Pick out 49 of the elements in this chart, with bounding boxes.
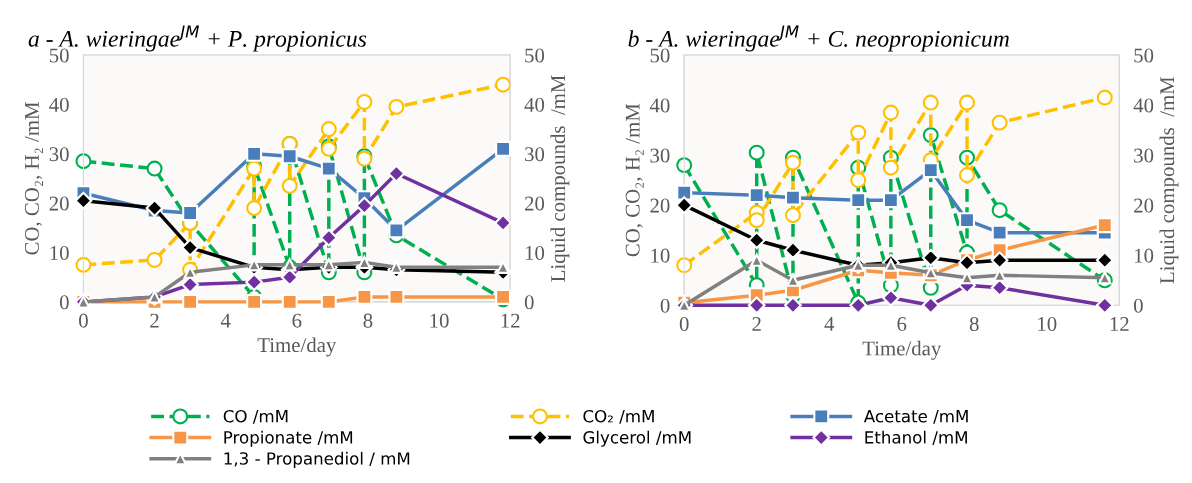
x-tick-label: 10 bbox=[1038, 316, 1057, 332]
x-tick-label: 6 bbox=[292, 313, 302, 328]
y-tick-label: 40 bbox=[49, 97, 69, 112]
x-tick-label: 8 bbox=[363, 313, 373, 328]
legend-label: Acetate /mM bbox=[863, 410, 968, 424]
legend-label: Propionate /mM bbox=[224, 430, 353, 447]
y-tick-label: 0 bbox=[660, 298, 670, 313]
x-tick-label: 4 bbox=[220, 313, 231, 328]
y2-tick-label: 40 bbox=[524, 97, 545, 112]
y-tick-label: 20 bbox=[650, 198, 670, 213]
legend-label: Glycerol /mM bbox=[583, 430, 691, 447]
y-tick-label: 0 bbox=[59, 295, 69, 310]
y2-tick-label: 20 bbox=[524, 196, 545, 211]
y2-tick-label: 10 bbox=[525, 245, 545, 260]
y-axis-title: CO, CO₂, H₂ /mM bbox=[625, 103, 644, 257]
legend-label: 1,3 - Propanediol / mM bbox=[224, 451, 410, 468]
x-tick-label: 8 bbox=[969, 316, 979, 332]
x-tick-label: 6 bbox=[897, 317, 907, 332]
y2-tick-label: 30 bbox=[1134, 148, 1154, 163]
y-axis-title: CO, CO₂, H₂ /mM bbox=[24, 102, 43, 255]
x-tick-label: 0 bbox=[679, 316, 689, 332]
y2-tick-label: 20 bbox=[1134, 198, 1154, 213]
y2-tick-label: 40 bbox=[1133, 98, 1154, 113]
y-tick-label: 10 bbox=[651, 248, 670, 263]
x-axis-title: Time/day bbox=[257, 337, 337, 357]
y2-tick-label: 0 bbox=[1133, 298, 1143, 313]
x-tick-label: 12 bbox=[1110, 317, 1129, 331]
x-tick-label: 2 bbox=[150, 313, 159, 328]
legend-label: CO₂ /mM bbox=[583, 409, 654, 424]
y-tick-label: 40 bbox=[649, 98, 670, 113]
legend-label: Ethanol /mM bbox=[865, 430, 967, 445]
x-tick-label: 4 bbox=[824, 317, 835, 331]
y-tick-label: 20 bbox=[49, 196, 69, 211]
x-tick-label: 2 bbox=[752, 317, 761, 331]
y-tick-label: 30 bbox=[650, 148, 670, 163]
x-axis-title: Time/day bbox=[862, 340, 942, 360]
y2-tick-label: 50 bbox=[1134, 48, 1154, 63]
x-tick-label: 10 bbox=[430, 313, 449, 328]
y2-tick-label: 10 bbox=[1135, 248, 1154, 263]
legend-label: CO /mM bbox=[223, 409, 288, 424]
y2-tick-label: 0 bbox=[524, 295, 534, 310]
y-tick-label: 30 bbox=[49, 147, 69, 162]
y-tick-label: 10 bbox=[50, 245, 69, 260]
y2-tick-label: 50 bbox=[525, 48, 545, 63]
x-tick-label: 12 bbox=[501, 313, 520, 328]
y2-axis-title: Liquid compounds /mM bbox=[550, 75, 570, 282]
y2-tick-label: 30 bbox=[525, 147, 545, 162]
y2-axis-title: Liquid compounds /mM bbox=[1159, 76, 1179, 284]
x-tick-label: 0 bbox=[79, 313, 88, 328]
